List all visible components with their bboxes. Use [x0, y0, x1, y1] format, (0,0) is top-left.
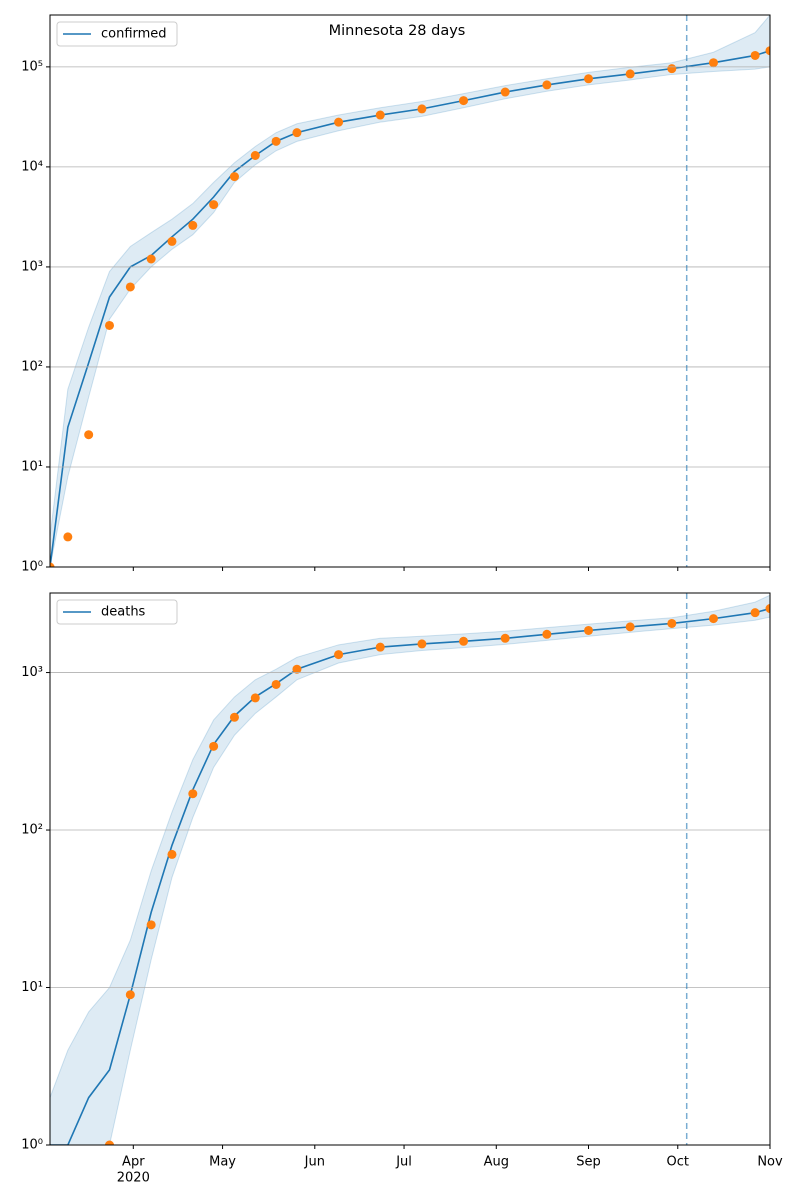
- x-tick-label: Nov: [757, 1155, 783, 1170]
- y-tick-label: 10⁴: [21, 159, 43, 174]
- data-point: [375, 642, 385, 652]
- data-point: [167, 849, 177, 859]
- data-point: [229, 172, 239, 182]
- data-point: [584, 625, 594, 635]
- x-tick-label: Sep: [576, 1155, 601, 1170]
- plot-area: [50, 594, 770, 1145]
- y-tick-label: 10⁰: [21, 1138, 43, 1153]
- axes-frame: [49, 14, 771, 568]
- data-point: [105, 320, 115, 330]
- x-tick-label: May: [209, 1155, 236, 1170]
- data-point: [708, 614, 718, 624]
- y-tick-label: 10¹: [21, 980, 43, 995]
- legend-label: deaths: [101, 605, 146, 620]
- data-point: [765, 604, 770, 614]
- data-point: [188, 789, 198, 799]
- data-point: [292, 128, 302, 138]
- data-point: [209, 741, 219, 751]
- y-tick-label: 10⁰: [21, 560, 43, 575]
- legend-box: [56, 21, 178, 47]
- data-point: [125, 990, 135, 1000]
- chart-title: Minnesota 28 days: [329, 23, 466, 39]
- data-point: [459, 636, 469, 646]
- data-point: [417, 104, 427, 114]
- data-point: [708, 58, 718, 68]
- confidence-band: [50, 594, 770, 1145]
- x-year-label: 2020: [117, 1171, 150, 1186]
- y-tick-label: 10⁵: [21, 59, 43, 74]
- data-point: [750, 50, 760, 60]
- data-point: [50, 562, 55, 567]
- data-point: [500, 633, 510, 643]
- x-tick-label: Apr: [122, 1155, 145, 1170]
- model-line: [50, 49, 770, 567]
- data-point: [188, 220, 198, 230]
- data-point: [750, 608, 760, 618]
- data-point: [459, 96, 469, 106]
- data-point: [250, 693, 260, 703]
- data-point: [500, 87, 510, 97]
- legend-box: [56, 599, 178, 625]
- legend: deaths: [56, 599, 178, 625]
- data-point: [625, 69, 635, 79]
- data-point: [334, 117, 344, 127]
- data-point: [146, 920, 156, 930]
- data-point: [209, 200, 219, 210]
- data-point: [667, 618, 677, 628]
- data-point: [542, 80, 552, 90]
- data-point: [625, 622, 635, 632]
- data-point: [229, 712, 239, 722]
- legend: confirmed: [56, 21, 178, 47]
- confidence-band: [50, 15, 770, 567]
- data-point: [542, 629, 552, 639]
- data-point: [765, 46, 770, 56]
- y-tick-label: 10³: [21, 665, 43, 680]
- data-point: [417, 639, 427, 649]
- data-point: [375, 110, 385, 120]
- data-point: [105, 1140, 115, 1145]
- y-tick-label: 10³: [21, 259, 43, 274]
- axes-frame: [49, 592, 771, 1146]
- plot-area: [50, 15, 770, 567]
- x-tick-label: Jun: [304, 1155, 325, 1170]
- data-point: [334, 650, 344, 660]
- data-point: [667, 64, 677, 74]
- y-tick-label: 10²: [21, 823, 43, 838]
- x-tick-label: Jul: [395, 1155, 412, 1170]
- x-tick-label: Aug: [484, 1155, 509, 1170]
- data-point: [146, 254, 156, 264]
- y-tick-label: 10²: [21, 359, 43, 374]
- data-point: [250, 150, 260, 160]
- data-point: [271, 136, 281, 146]
- y-tick-label: 10¹: [21, 459, 43, 474]
- data-point: [167, 236, 177, 246]
- data-point: [271, 679, 281, 689]
- data-point: [125, 282, 135, 292]
- x-tick-label: Oct: [667, 1155, 689, 1170]
- data-point: [63, 532, 73, 542]
- legend-label: confirmed: [101, 27, 167, 42]
- data-point: [584, 74, 594, 84]
- data-point: [292, 664, 302, 674]
- data-point: [84, 430, 94, 440]
